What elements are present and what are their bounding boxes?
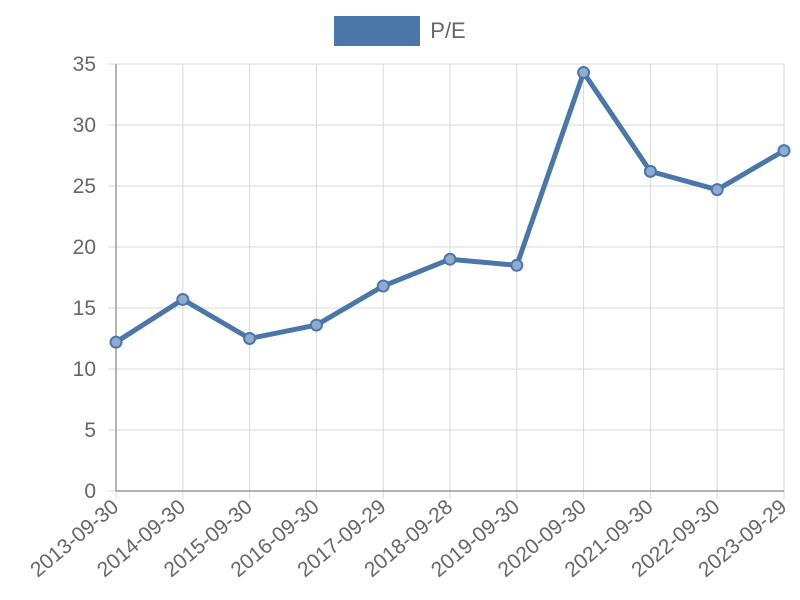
- data-point: [309, 318, 323, 332]
- legend-label: P/E: [430, 18, 466, 43]
- data-point: [109, 335, 123, 349]
- y-tick-label: 10: [73, 358, 96, 381]
- data-point: [376, 279, 390, 293]
- y-tick-label: 5: [84, 419, 96, 442]
- data-point: [777, 144, 791, 158]
- data-point: [176, 292, 190, 306]
- legend: P/E: [0, 16, 800, 46]
- y-tick-label: 30: [73, 114, 96, 137]
- y-tick-label: 20: [73, 236, 96, 259]
- y-tick-label: 15: [73, 297, 96, 320]
- y-tick-label: 25: [73, 175, 96, 198]
- data-point: [510, 258, 524, 272]
- y-tick-label: 35: [73, 53, 96, 76]
- y-tick-label: 0: [84, 480, 96, 503]
- data-point: [643, 164, 657, 178]
- data-point: [577, 66, 591, 80]
- legend-swatch: [334, 16, 421, 46]
- data-point: [243, 332, 257, 345]
- data-point: [443, 252, 457, 266]
- data-point: [710, 183, 724, 197]
